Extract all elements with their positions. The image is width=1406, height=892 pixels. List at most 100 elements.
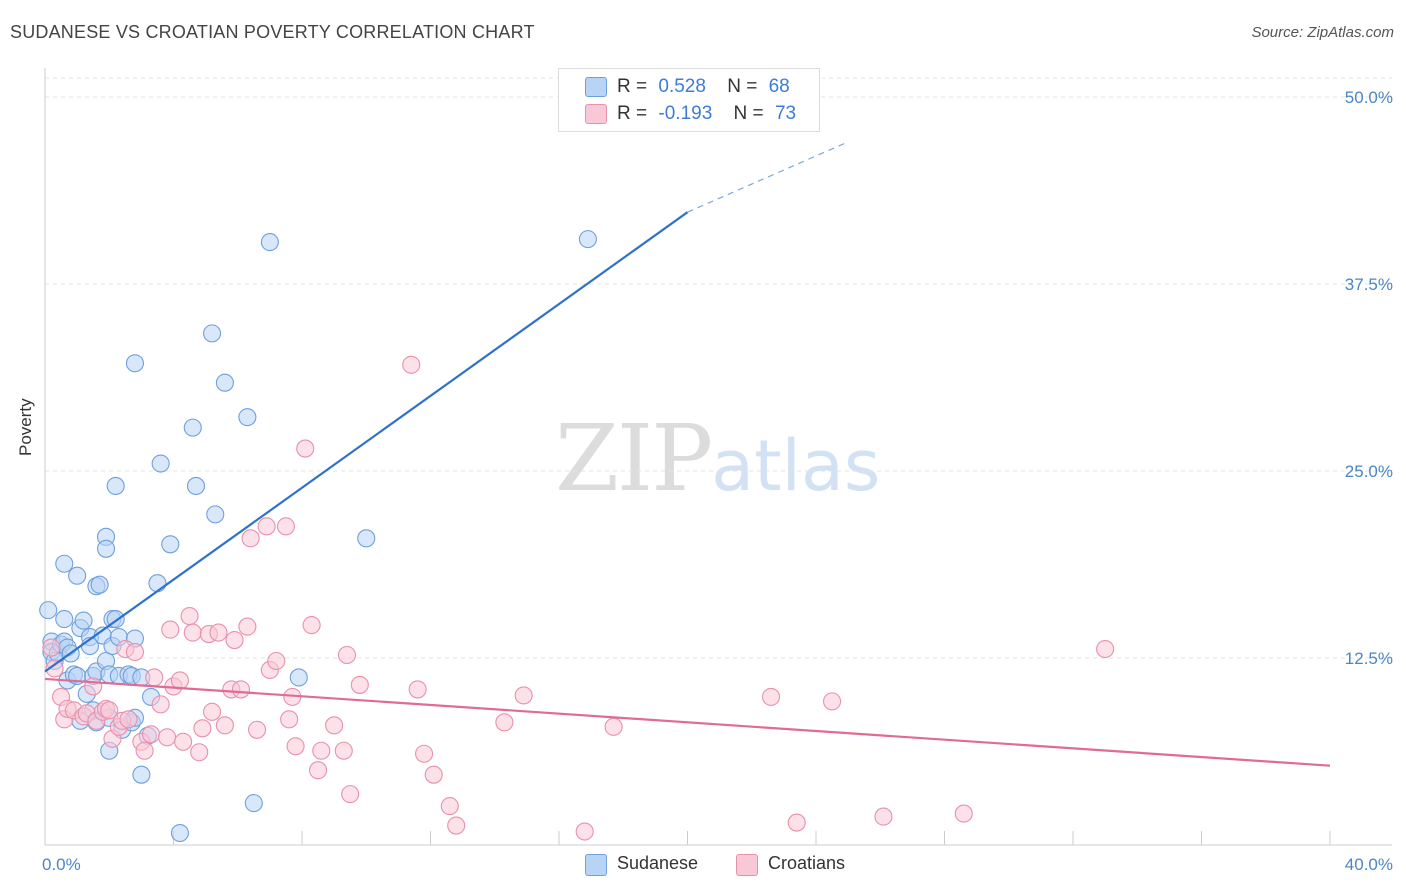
- croatian-point: [337, 645, 357, 665]
- sudanese-point: [90, 575, 109, 594]
- watermark-atlas: atlas: [711, 425, 881, 507]
- sudanese-point: [161, 535, 180, 554]
- croatian-point: [238, 617, 257, 636]
- croatian-point: [341, 785, 360, 804]
- y-tick-label: 12.5%: [1345, 649, 1393, 668]
- croatian-point: [180, 607, 199, 626]
- croatian-point: [286, 737, 305, 756]
- croatian-point: [145, 668, 164, 687]
- croatian-point: [874, 807, 893, 826]
- croatian-point: [193, 719, 212, 738]
- croatian-point: [158, 728, 177, 747]
- croatian-point: [84, 677, 103, 696]
- sudanese-point: [244, 794, 263, 813]
- croatian-point: [280, 710, 299, 729]
- croatian-point: [231, 680, 251, 699]
- x-tick-label: 40.0%: [1345, 855, 1393, 874]
- y-tick-label: 37.5%: [1345, 275, 1393, 294]
- croatian-point: [241, 529, 260, 548]
- croatian-point: [267, 651, 286, 671]
- croatian-point: [514, 686, 533, 705]
- legend-label-croatians: Croatians: [768, 853, 846, 873]
- legend-text-croatians: R = -0.193 N = 73: [617, 103, 797, 124]
- sudanese-point: [55, 610, 74, 629]
- croatian-point: [247, 720, 267, 739]
- croatian-point: [190, 743, 209, 762]
- sudanese-trend-line: [44, 211, 689, 673]
- croatian-point: [119, 710, 138, 729]
- croatian-point: [174, 732, 193, 751]
- croatian-point: [424, 765, 443, 784]
- croatian-point: [447, 816, 466, 835]
- sudanese-point: [68, 566, 87, 585]
- croatian-point: [161, 620, 180, 639]
- croatian-point: [408, 680, 427, 699]
- series-legend: Sudanese Croatians: [0, 852, 1406, 878]
- croatian-point: [215, 716, 234, 735]
- croatian-point: [276, 517, 295, 536]
- croatian-point: [225, 630, 244, 650]
- sudanese-point: [289, 668, 308, 687]
- croatian-point: [761, 687, 781, 706]
- correlation-legend: R = 0.528 N = 68 R = -0.193 N = 73: [558, 68, 820, 132]
- sudanese-point: [74, 611, 93, 630]
- croatian-point: [135, 741, 154, 760]
- croatian-point: [125, 642, 144, 662]
- sudanese-trend-extension: [687, 141, 849, 213]
- sudanese-point: [96, 539, 116, 558]
- sudanese-point: [203, 324, 222, 343]
- croatian-point: [402, 355, 421, 374]
- sudanese-point: [39, 601, 58, 620]
- sudanese-point: [55, 554, 74, 573]
- croatian-point: [415, 744, 434, 763]
- croatian-point: [209, 623, 228, 642]
- croatian-point: [45, 659, 64, 678]
- legend-label-sudanese: Sudanese: [617, 853, 699, 873]
- croatian-point: [309, 761, 328, 780]
- legend-swatch-croatians: [585, 104, 607, 124]
- x-tick-label: 0.0%: [42, 855, 81, 874]
- sudanese-point: [170, 823, 189, 843]
- source-note: Source: ZipAtlas.com: [1251, 24, 1394, 41]
- croatian-point: [823, 692, 842, 711]
- sudanese-point: [183, 418, 202, 437]
- croatian-point: [787, 813, 806, 832]
- sudanese-point: [578, 230, 597, 249]
- sudanese-point: [238, 408, 257, 427]
- croatian-point: [151, 695, 170, 714]
- watermark-zip: ZIP: [555, 405, 713, 512]
- croatian-point: [100, 701, 119, 720]
- croatian-point: [1096, 639, 1115, 659]
- croatian-point: [350, 675, 369, 694]
- sudanese-point: [106, 476, 125, 496]
- y-tick-label: 50.0%: [1345, 88, 1393, 107]
- croatian-trend-line: [44, 677, 1331, 767]
- legend-swatch-sudanese: [585, 77, 607, 97]
- y-tick-label: 25.0%: [1345, 462, 1393, 481]
- legend-swatch-croatians-bottom: [736, 854, 758, 876]
- croatian-point: [575, 822, 594, 841]
- croatian-point: [141, 725, 161, 744]
- croatian-point: [257, 517, 276, 536]
- croatian-point: [325, 716, 344, 735]
- croatian-point: [42, 638, 61, 657]
- legend-text-sudanese: R = 0.528 N = 68: [617, 76, 790, 97]
- chart-title: SUDANESE VS CROATIAN POVERTY CORRELATION…: [10, 22, 535, 42]
- sudanese-point: [260, 233, 279, 252]
- croatian-point: [334, 741, 353, 760]
- croatian-point: [312, 741, 331, 760]
- croatian-point: [954, 804, 973, 823]
- croatian-point: [495, 713, 514, 732]
- sudanese-point: [148, 574, 167, 593]
- sudanese-point: [151, 454, 170, 473]
- croatian-point: [440, 797, 459, 816]
- sudanese-point: [186, 476, 206, 496]
- sudanese-point: [215, 373, 234, 392]
- croatian-point: [183, 623, 202, 642]
- croatian-point: [302, 616, 321, 635]
- croatian-point: [170, 671, 189, 690]
- croatian-point: [296, 439, 315, 458]
- croatian-point: [604, 717, 623, 736]
- sudanese-point: [132, 765, 151, 784]
